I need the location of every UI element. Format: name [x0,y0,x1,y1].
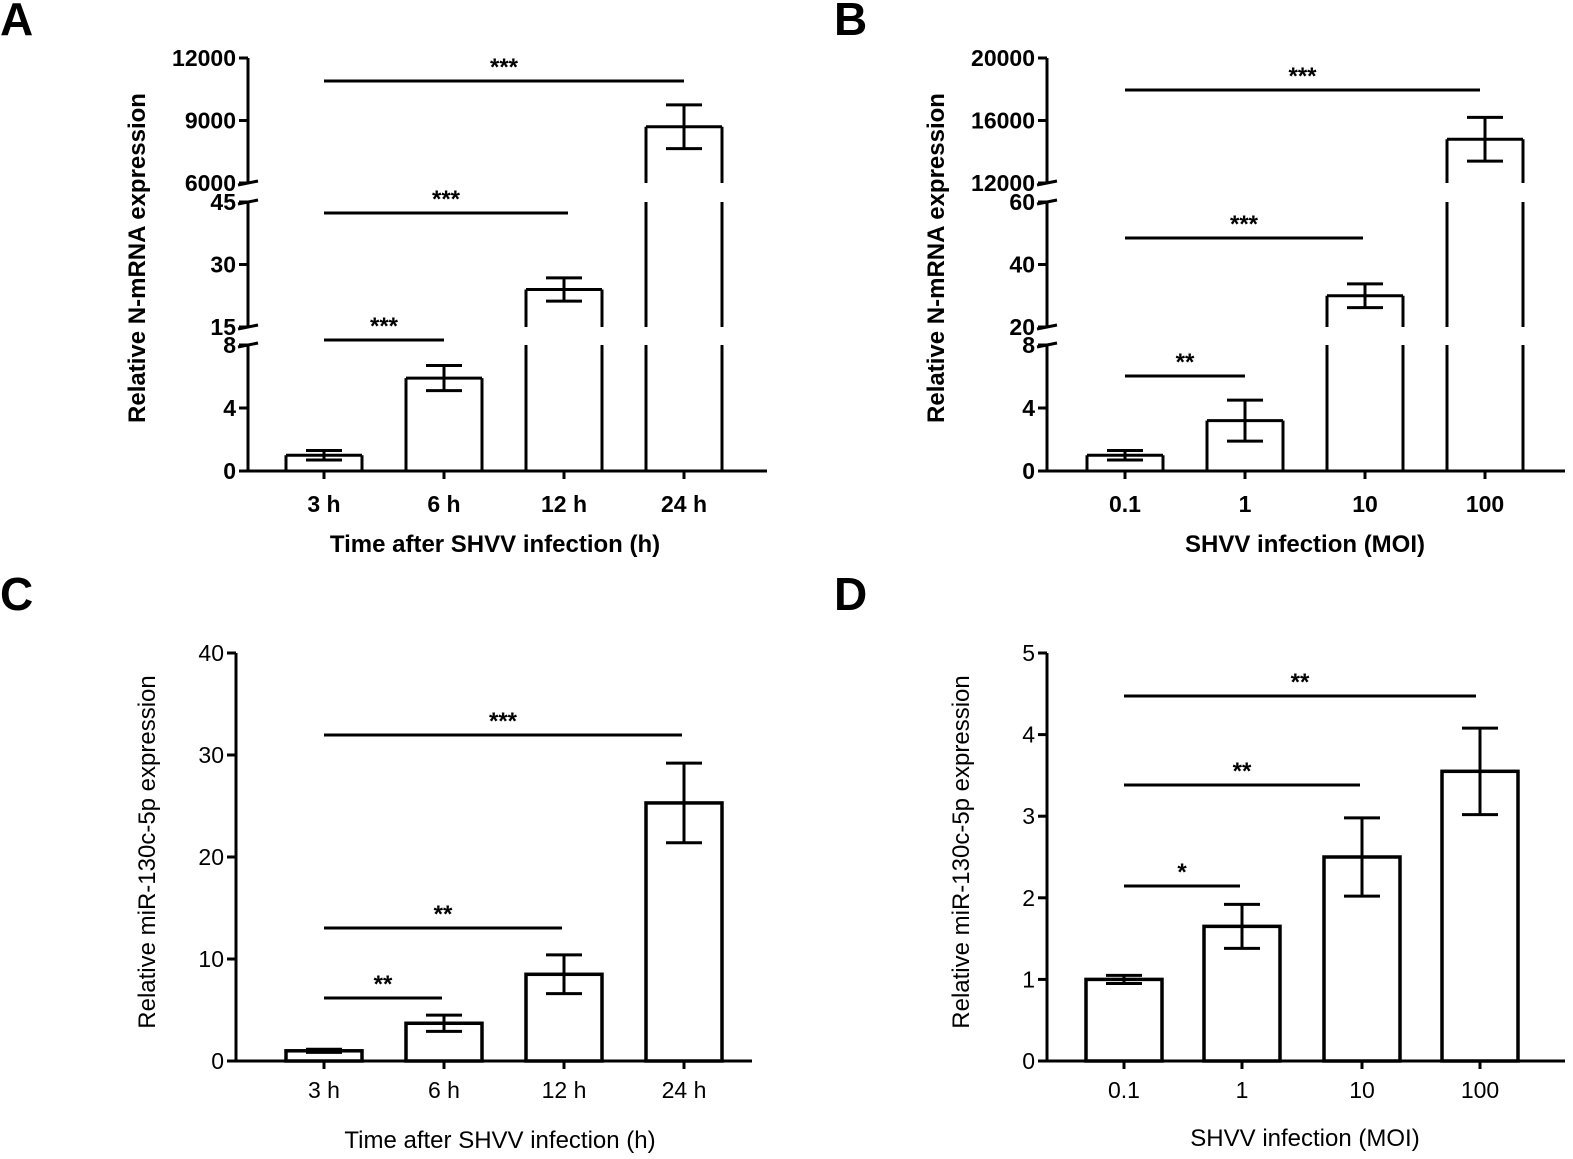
y-tick-label: 40 [198,640,224,666]
y-tick-label: 8 [223,332,236,358]
significance-label: ** [1176,349,1195,376]
significance-label: *** [489,708,518,735]
y-tick-label: 20 [1009,314,1035,340]
bar [1084,977,1164,1063]
y-axis-title: Relative miR-130c-5p expression [134,675,161,1028]
y-axis-title: Relative miR-130c-5p expression [948,675,975,1028]
y-tick-label: 3 [1022,803,1035,829]
y-tick-label: 20000 [971,45,1035,71]
y-tick-label: 0 [1022,1048,1035,1074]
significance-label: *** [1288,63,1317,90]
x-tick-label: 1 [1236,1077,1249,1103]
axis-break-mark [237,341,259,349]
x-tick-label: 3 h [308,1077,340,1103]
y-tick-label: 8 [1022,332,1035,358]
y-tick-label: 5 [1022,640,1035,666]
significance-label: *** [370,313,399,340]
x-tick-label: 24 h [662,1077,707,1103]
significance-label: ** [374,971,393,998]
y-tick-label: 12000 [971,170,1035,196]
y-tick-label: 4 [1022,395,1035,421]
y-tick-label: 4 [223,395,236,421]
y-tick-label: 9000 [185,108,236,134]
y-tick-label: 15 [210,314,236,340]
significance-label: ** [1291,669,1310,696]
x-tick-label: 12 h [541,491,587,517]
y-tick-label: 0 [1022,458,1035,484]
x-axis-title: SHVV infection (MOI) [1190,1125,1419,1152]
x-axis-title: Time after SHVV infection (h) [344,1127,655,1154]
significance-label: ** [434,901,453,928]
x-tick-label: 24 h [661,491,707,517]
significance-label: * [1177,859,1187,886]
x-tick-label: 100 [1461,1077,1499,1103]
x-axis-title: SHVV infection (MOI) [1185,531,1425,558]
y-tick-label: 1 [1022,966,1035,992]
y-tick-label: 4 [1022,722,1035,748]
significance-label: *** [1230,211,1259,238]
x-tick-label: 10 [1352,491,1378,517]
y-tick-label: 30 [210,252,236,278]
panel-letter: C [0,568,33,620]
y-tick-label: 45 [210,189,236,215]
y-tick-label: 10 [198,946,224,972]
axis-break-mark [1036,198,1058,206]
y-tick-label: 0 [211,1048,224,1074]
y-tick-label: 12000 [172,45,236,71]
x-tick-label: 6 h [427,491,460,517]
y-tick-label: 16000 [971,108,1035,134]
y-tick-label: 30 [198,742,224,768]
y-axis-title: Relative N-mRNA expression [124,93,151,423]
significance-label: *** [490,54,519,81]
y-tick-label: 6000 [185,170,236,196]
x-tick-label: 0.1 [1108,1077,1140,1103]
axis-break-mark [237,198,259,206]
x-tick-label: 1 [1239,491,1252,517]
significance-label: *** [432,186,461,213]
y-tick-label: 60 [1009,189,1035,215]
significance-label: ** [1233,758,1252,785]
panel-letter: D [834,568,867,620]
x-tick-label: 10 [1349,1077,1375,1103]
y-tick-label: 40 [1009,252,1035,278]
y-tick-label: 0 [223,458,236,484]
panel-letter: B [834,0,867,45]
x-axis-title: Time after SHVV infection (h) [330,531,660,558]
x-tick-label: 100 [1466,491,1504,517]
y-axis-title: Relative N-mRNA expression [923,93,950,423]
axis-break-mark [1036,341,1058,349]
x-tick-label: 6 h [428,1077,460,1103]
x-tick-label: 0.1 [1109,491,1141,517]
y-tick-label: 2 [1022,885,1035,911]
x-tick-label: 3 h [307,491,340,517]
panel-letter: A [0,0,33,45]
x-tick-label: 12 h [542,1077,587,1103]
y-tick-label: 20 [198,844,224,870]
